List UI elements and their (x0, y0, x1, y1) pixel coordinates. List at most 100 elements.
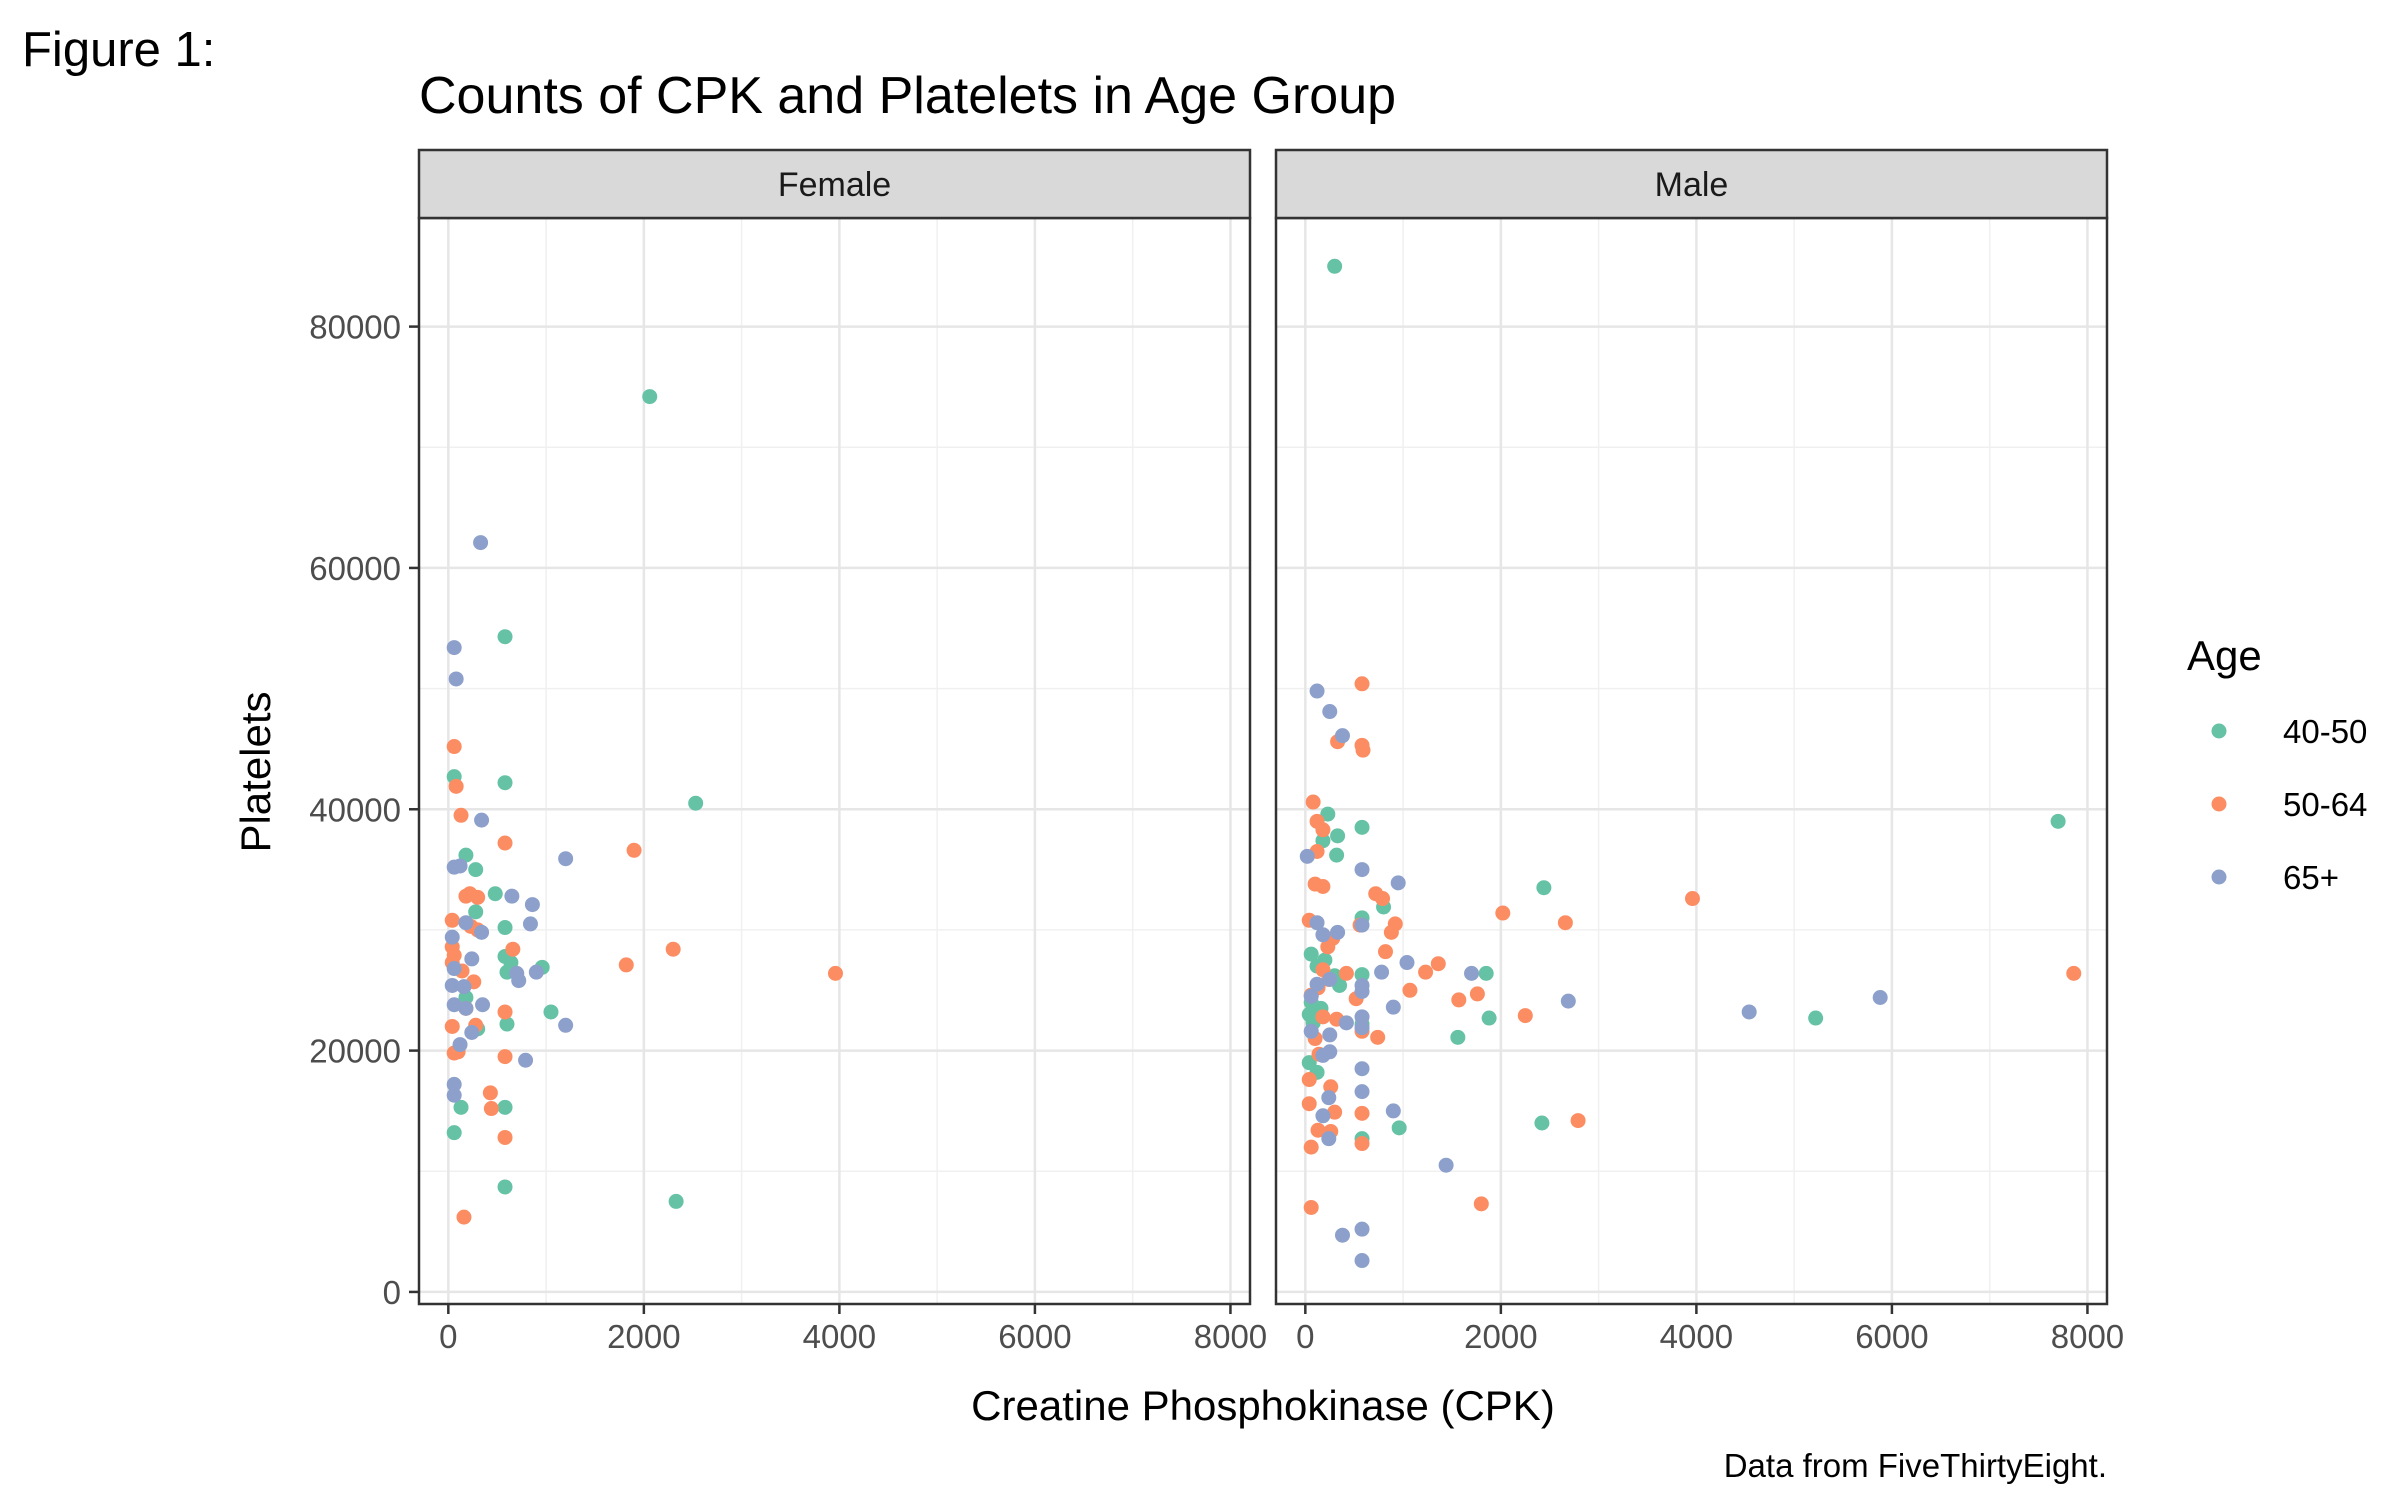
data-point (1330, 828, 1346, 844)
x-tick-label: 6000 (1855, 1318, 1928, 1355)
legend-key (2211, 796, 2227, 812)
data-point (1354, 1061, 1370, 1077)
data-point (1370, 1029, 1386, 1045)
data-point (1399, 955, 1415, 971)
data-point (2050, 813, 2066, 829)
y-tick-label: 40000 (309, 791, 401, 828)
data-point (452, 1037, 468, 1053)
legend-label: 40-50 (2283, 713, 2367, 750)
data-point (1320, 806, 1336, 822)
data-point (1481, 1010, 1497, 1026)
data-point (464, 951, 480, 967)
data-point (1354, 1136, 1370, 1152)
facet-strip-label: Male (1655, 166, 1729, 204)
plot-background (419, 218, 1250, 1304)
legend: Age 40-50 50-64 65+ (2187, 632, 2367, 896)
plot-background (1276, 218, 2107, 1304)
data-point (1320, 939, 1336, 955)
data-point (1309, 683, 1325, 699)
data-point (1438, 1157, 1454, 1173)
data-point (1464, 965, 1480, 981)
series-65+ (444, 535, 574, 1103)
data-point (1495, 905, 1511, 921)
data-point (1354, 1084, 1370, 1100)
x-axis-label: Creatine Phosphokinase (CPK) (971, 1382, 1555, 1429)
chart-title: Counts of CPK and Platelets in Age Group (419, 67, 1396, 125)
data-point (528, 964, 544, 980)
data-point (1385, 1103, 1401, 1119)
data-point (1354, 862, 1370, 878)
data-point (1473, 1196, 1489, 1212)
data-point (1391, 1120, 1407, 1136)
data-point (618, 957, 634, 973)
data-point (1301, 1072, 1317, 1088)
data-point (1354, 1020, 1370, 1036)
data-point (1354, 1253, 1370, 1269)
data-point (468, 862, 484, 878)
y-tick-label: 0 (383, 1274, 401, 1311)
data-point (1517, 1008, 1533, 1024)
data-point (474, 924, 490, 940)
data-point (446, 1125, 462, 1141)
data-point (1390, 875, 1406, 891)
data-point (1321, 1090, 1337, 1106)
data-point (668, 1193, 684, 1209)
facet-strip-label: Female (778, 166, 891, 204)
data-point (1354, 1009, 1370, 1025)
data-point (1374, 964, 1390, 980)
data-point (2066, 965, 2082, 981)
data-point (1451, 992, 1467, 1008)
data-point (497, 1179, 513, 1195)
data-point (511, 973, 527, 989)
data-point (444, 977, 460, 993)
data-point (1329, 847, 1345, 863)
data-point (642, 389, 658, 405)
data-point (453, 807, 469, 823)
data-point (1299, 848, 1315, 864)
legend-title: Age (2187, 632, 2262, 679)
data-point (487, 886, 503, 902)
y-tick-label: 20000 (309, 1033, 401, 1070)
data-point (452, 858, 468, 874)
data-point (1430, 956, 1446, 972)
data-point (456, 1209, 472, 1225)
data-point (522, 916, 538, 932)
data-point (444, 912, 460, 928)
data-point (505, 941, 521, 957)
data-point (1334, 1227, 1350, 1243)
data-point (482, 1085, 498, 1101)
data-point (453, 1099, 469, 1115)
data-point (497, 1129, 513, 1145)
series-65+ (1299, 683, 1888, 1269)
data-point (1536, 880, 1552, 896)
data-point (1570, 1113, 1586, 1129)
data-point (497, 775, 513, 791)
data-point (1303, 1199, 1319, 1215)
data-point (1303, 946, 1319, 962)
data-point (448, 778, 464, 794)
data-point (468, 904, 484, 920)
data-point (1377, 944, 1393, 960)
data-point (688, 795, 704, 811)
data-point (1303, 1139, 1319, 1155)
data-point (497, 835, 513, 851)
data-point (473, 535, 489, 551)
data-point (1354, 1221, 1370, 1237)
data-point (1338, 965, 1354, 981)
panel-male: Male 0 2000 4000 6000 8000 (1274, 148, 2124, 1355)
data-point (665, 941, 681, 957)
data-point (1354, 967, 1370, 983)
data-point (1309, 976, 1325, 992)
x-tick-label: 8000 (2051, 1318, 2124, 1355)
data-point (1354, 983, 1370, 999)
data-point (1354, 819, 1370, 835)
data-point (497, 1049, 513, 1065)
y-tick-label: 60000 (309, 550, 401, 587)
data-point (1418, 964, 1434, 980)
data-point (1315, 927, 1331, 943)
data-point (497, 629, 513, 645)
data-point (497, 920, 513, 936)
data-point (1310, 1122, 1326, 1138)
data-point (444, 929, 460, 945)
data-point (1303, 988, 1319, 1004)
